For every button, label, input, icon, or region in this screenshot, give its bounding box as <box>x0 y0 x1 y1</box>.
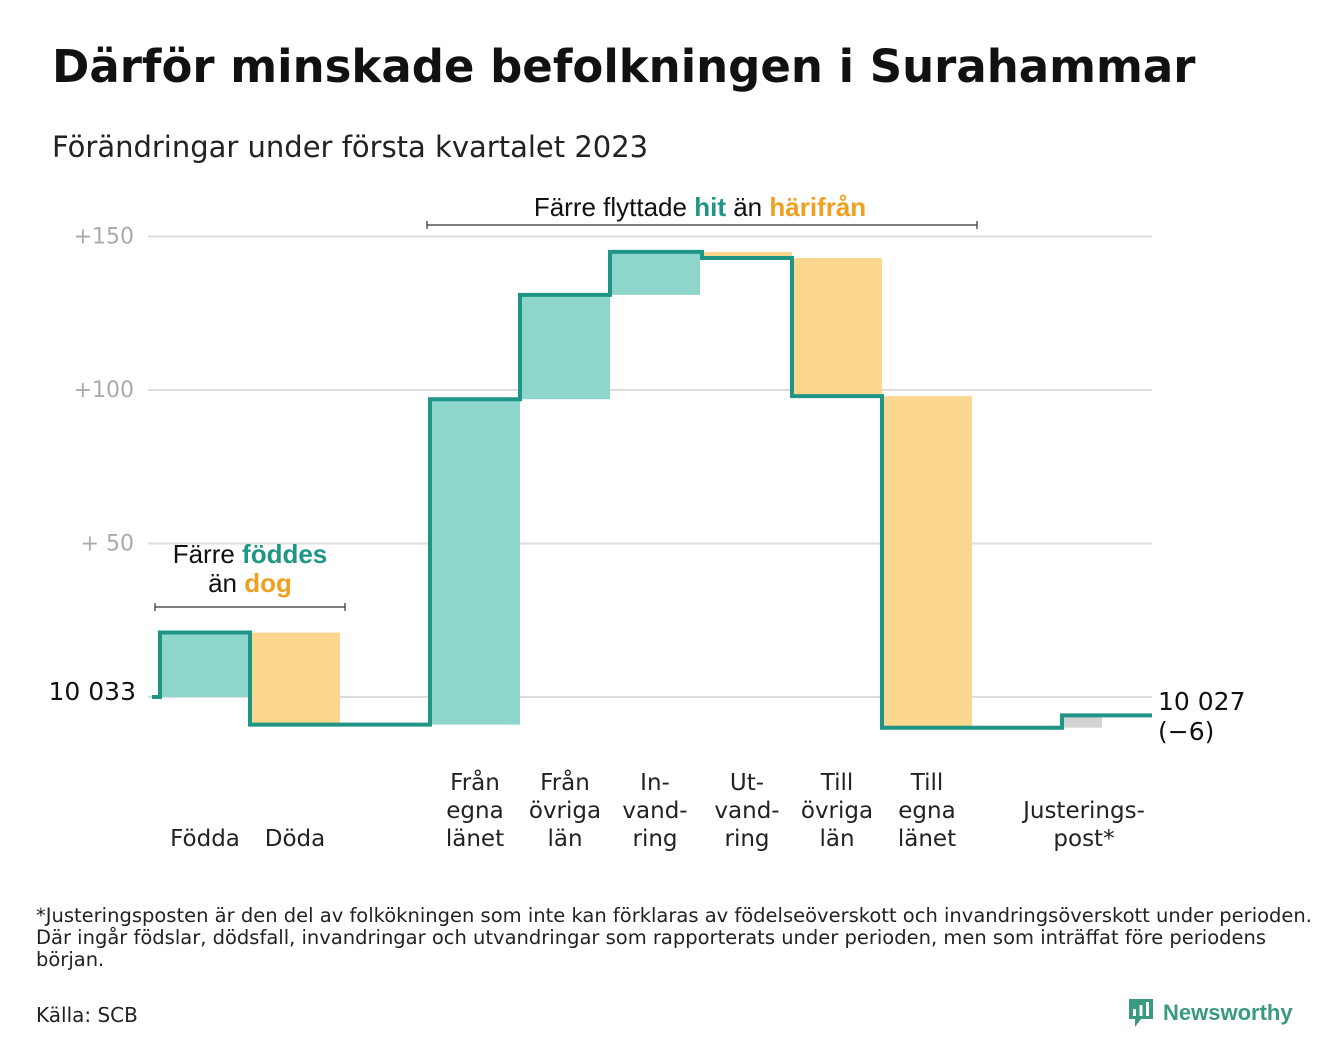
annotation-text: Färre föddes <box>173 539 328 569</box>
category-label: post* <box>1053 826 1114 852</box>
y-tick-label: +150 <box>74 225 134 250</box>
category-label: Till <box>820 770 854 796</box>
source-label: Källa: SCB <box>36 1003 138 1027</box>
category-label: egna <box>446 798 503 824</box>
grid-layer: + 50 +100 +150 <box>74 225 1152 698</box>
category-label: In- <box>640 770 670 796</box>
chart-subtitle: Förändringar under första kvartalet 2023 <box>52 130 649 164</box>
annotation-text: Färre flyttade hit än härifrån <box>534 192 866 222</box>
category-label: ring <box>724 826 769 852</box>
brand-logo[interactable]: Newsworthy <box>1128 998 1293 1028</box>
start-value-label: 10 033 <box>49 677 136 706</box>
annotation-run: än <box>208 568 244 598</box>
bar-increase <box>520 294 610 400</box>
bar-decrease <box>250 632 340 725</box>
annotation-run: hit <box>694 192 726 222</box>
annotation-text: än dog <box>208 568 292 598</box>
category-label: övriga <box>529 798 601 824</box>
bar-increase <box>430 399 520 725</box>
category-label: Från <box>540 768 590 796</box>
category-label: ring <box>632 826 677 852</box>
label-layer: Födda DödaFrånegnalänetFrånövrigalänIn-va… <box>49 677 1246 852</box>
category-label: Födda <box>170 826 240 852</box>
footnote: *Justeringsposten är den del av folkökni… <box>36 904 1312 971</box>
line-layer <box>152 249 1152 730</box>
bar-decrease <box>702 251 792 258</box>
waterfall-chart: + 50+100+150 Födda DödaFrånegnalänetFrånö… <box>49 192 1246 852</box>
bar-decrease <box>882 396 972 728</box>
category-label: Justerings- <box>1021 798 1145 824</box>
bar-increase <box>610 251 700 295</box>
annotation-run: Färre flyttade <box>534 192 694 222</box>
annotation-run: föddes <box>242 539 327 569</box>
category-label: län <box>547 826 582 852</box>
chart-title: Därför minskade befolkningen i Surahamma… <box>52 40 1196 93</box>
category-label: Från <box>450 768 500 796</box>
category-label: vand- <box>622 798 687 824</box>
annotation-run: dog <box>244 568 292 598</box>
annotation-run: än <box>726 192 769 222</box>
end-change-label: (−6) <box>1158 717 1214 746</box>
bar-decrease <box>792 257 882 397</box>
annotation-run: Färre <box>173 539 242 569</box>
category-label: länet <box>898 826 956 852</box>
category-label: Döda <box>265 826 325 852</box>
end-value-label: 10 027 <box>1158 687 1245 716</box>
newsworthy-logo-icon <box>1129 999 1153 1027</box>
category-label: länet <box>446 826 504 852</box>
category-label: län <box>819 826 854 852</box>
running-total-line <box>152 249 1152 730</box>
category-label: Ut- <box>730 770 764 796</box>
category-label: övriga <box>801 798 873 824</box>
category-label: vand- <box>714 798 779 824</box>
category-label: egna <box>898 798 955 824</box>
bar-layer <box>160 251 1102 728</box>
bar-increase <box>160 632 250 697</box>
category-label: Till <box>910 770 944 796</box>
brand-name: Newsworthy <box>1163 1000 1293 1025</box>
bar-adjustment <box>1062 715 1102 728</box>
y-tick-label: + 50 <box>81 532 134 557</box>
annotation-run: härifrån <box>769 192 866 222</box>
y-tick-label: +100 <box>74 378 134 403</box>
